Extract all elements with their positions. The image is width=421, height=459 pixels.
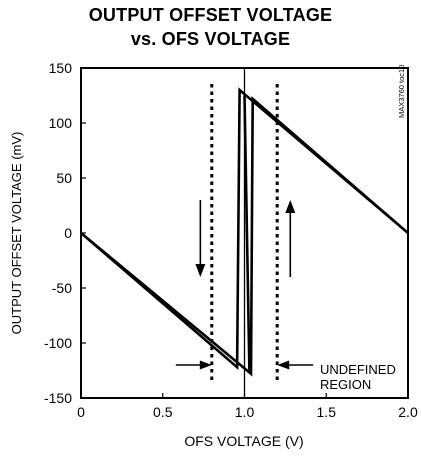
y-tick-label: -100 [44,335,72,351]
x-tick-label: 1.5 [317,404,337,420]
x-tick-label: 0 [77,404,85,420]
x-tick-label: 2.0 [398,404,418,420]
series-line-1 [80,87,409,377]
y-tick-label: 100 [49,115,73,131]
y-tick-label: 50 [56,170,72,186]
x-tick-label: 0.5 [153,404,173,420]
x-tick-label: 1.0 [235,404,255,420]
arrow-region-right-head [277,360,290,370]
y-tick-label: -50 [52,280,72,296]
y-tick-label: 0 [64,225,72,241]
undefined-region-label-line-1: UNDEFINED [320,362,396,377]
chart-title-line-2: vs. OFS VOLTAGE [130,29,291,49]
x-axis-label: OFS VOLTAGE (V) [184,433,303,449]
arrow-up-head [285,200,296,213]
series-line-2 [243,95,251,371]
arrow-region-left-head [199,360,212,370]
chart-title-line-1: OUTPUT OFFSET VOLTAGE [88,5,333,25]
arrow-down-head [195,264,206,277]
undefined-region-label-line-2: REGION [320,377,371,392]
watermark-label: MAX3760 toc10 [397,65,406,118]
y-axis-label: OUTPUT OFFSET VOLTAGE (mV) [9,132,24,335]
y-tick-label: 150 [49,60,73,76]
y-tick-label: -150 [44,390,72,406]
